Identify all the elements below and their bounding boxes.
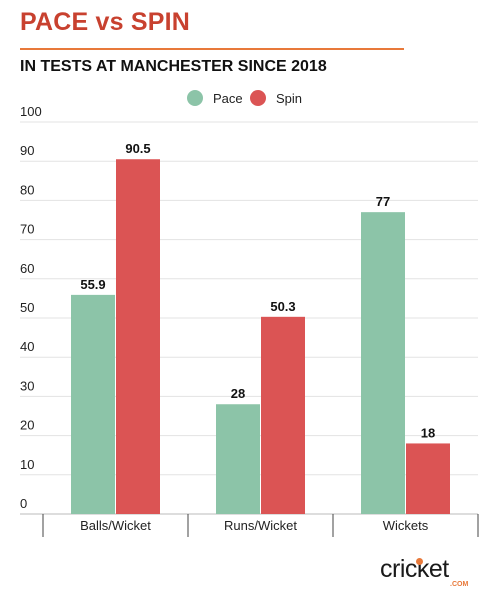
y-tick-label: 50 <box>20 300 34 315</box>
data-label: 28 <box>231 386 245 401</box>
y-tick-label: 100 <box>20 104 42 119</box>
data-label: 90.5 <box>125 141 150 156</box>
logo-wordmark: cricket <box>380 555 449 583</box>
logo-dot-icon <box>416 558 423 565</box>
bar-spin-1 <box>116 159 160 515</box>
chart-title: PACE vs SPIN <box>20 8 191 36</box>
y-tick-label: 40 <box>20 339 34 354</box>
bar-spin-3 <box>406 443 450 514</box>
chart-subtitle: IN TESTS AT MANCHESTER SINCE 2018 <box>20 58 327 75</box>
y-tick-label: 90 <box>20 143 34 158</box>
y-tick-label: 10 <box>20 457 34 472</box>
bar-pace-1 <box>71 294 115 514</box>
logo-suffix: .COM <box>450 581 469 588</box>
data-label: 18 <box>421 425 435 440</box>
data-label: 55.9 <box>80 277 105 292</box>
legend-label-spin: Spin <box>276 91 302 106</box>
data-label: 77 <box>376 194 390 209</box>
x-tick-label: Runs/Wicket <box>224 518 297 533</box>
cricket-com-logo: cricket .COM <box>380 555 468 588</box>
bar-pace-3 <box>361 212 405 514</box>
bar-chart: 0 10 20 30 40 50 60 70 80 90 100 55.9 90.5 Balls/Wick… <box>20 90 479 537</box>
y-tick-label: 20 <box>20 418 34 433</box>
y-tick-label: 30 <box>20 378 34 393</box>
x-tick-label: Wickets <box>383 518 429 533</box>
legend-marker-pace <box>187 90 203 106</box>
data-label: 50.3 <box>270 299 295 314</box>
bar-spin-2 <box>261 316 305 514</box>
y-tick-label: 80 <box>20 182 34 197</box>
y-tick-label: 0 <box>20 496 27 511</box>
y-tick-label: 60 <box>20 261 34 276</box>
bar-pace-2 <box>216 404 260 514</box>
title-divider <box>20 48 404 50</box>
legend-label-pace: Pace <box>213 91 243 106</box>
y-tick-label: 70 <box>20 222 34 237</box>
legend-marker-spin <box>250 90 266 106</box>
x-tick-label: Balls/Wicket <box>80 518 151 533</box>
